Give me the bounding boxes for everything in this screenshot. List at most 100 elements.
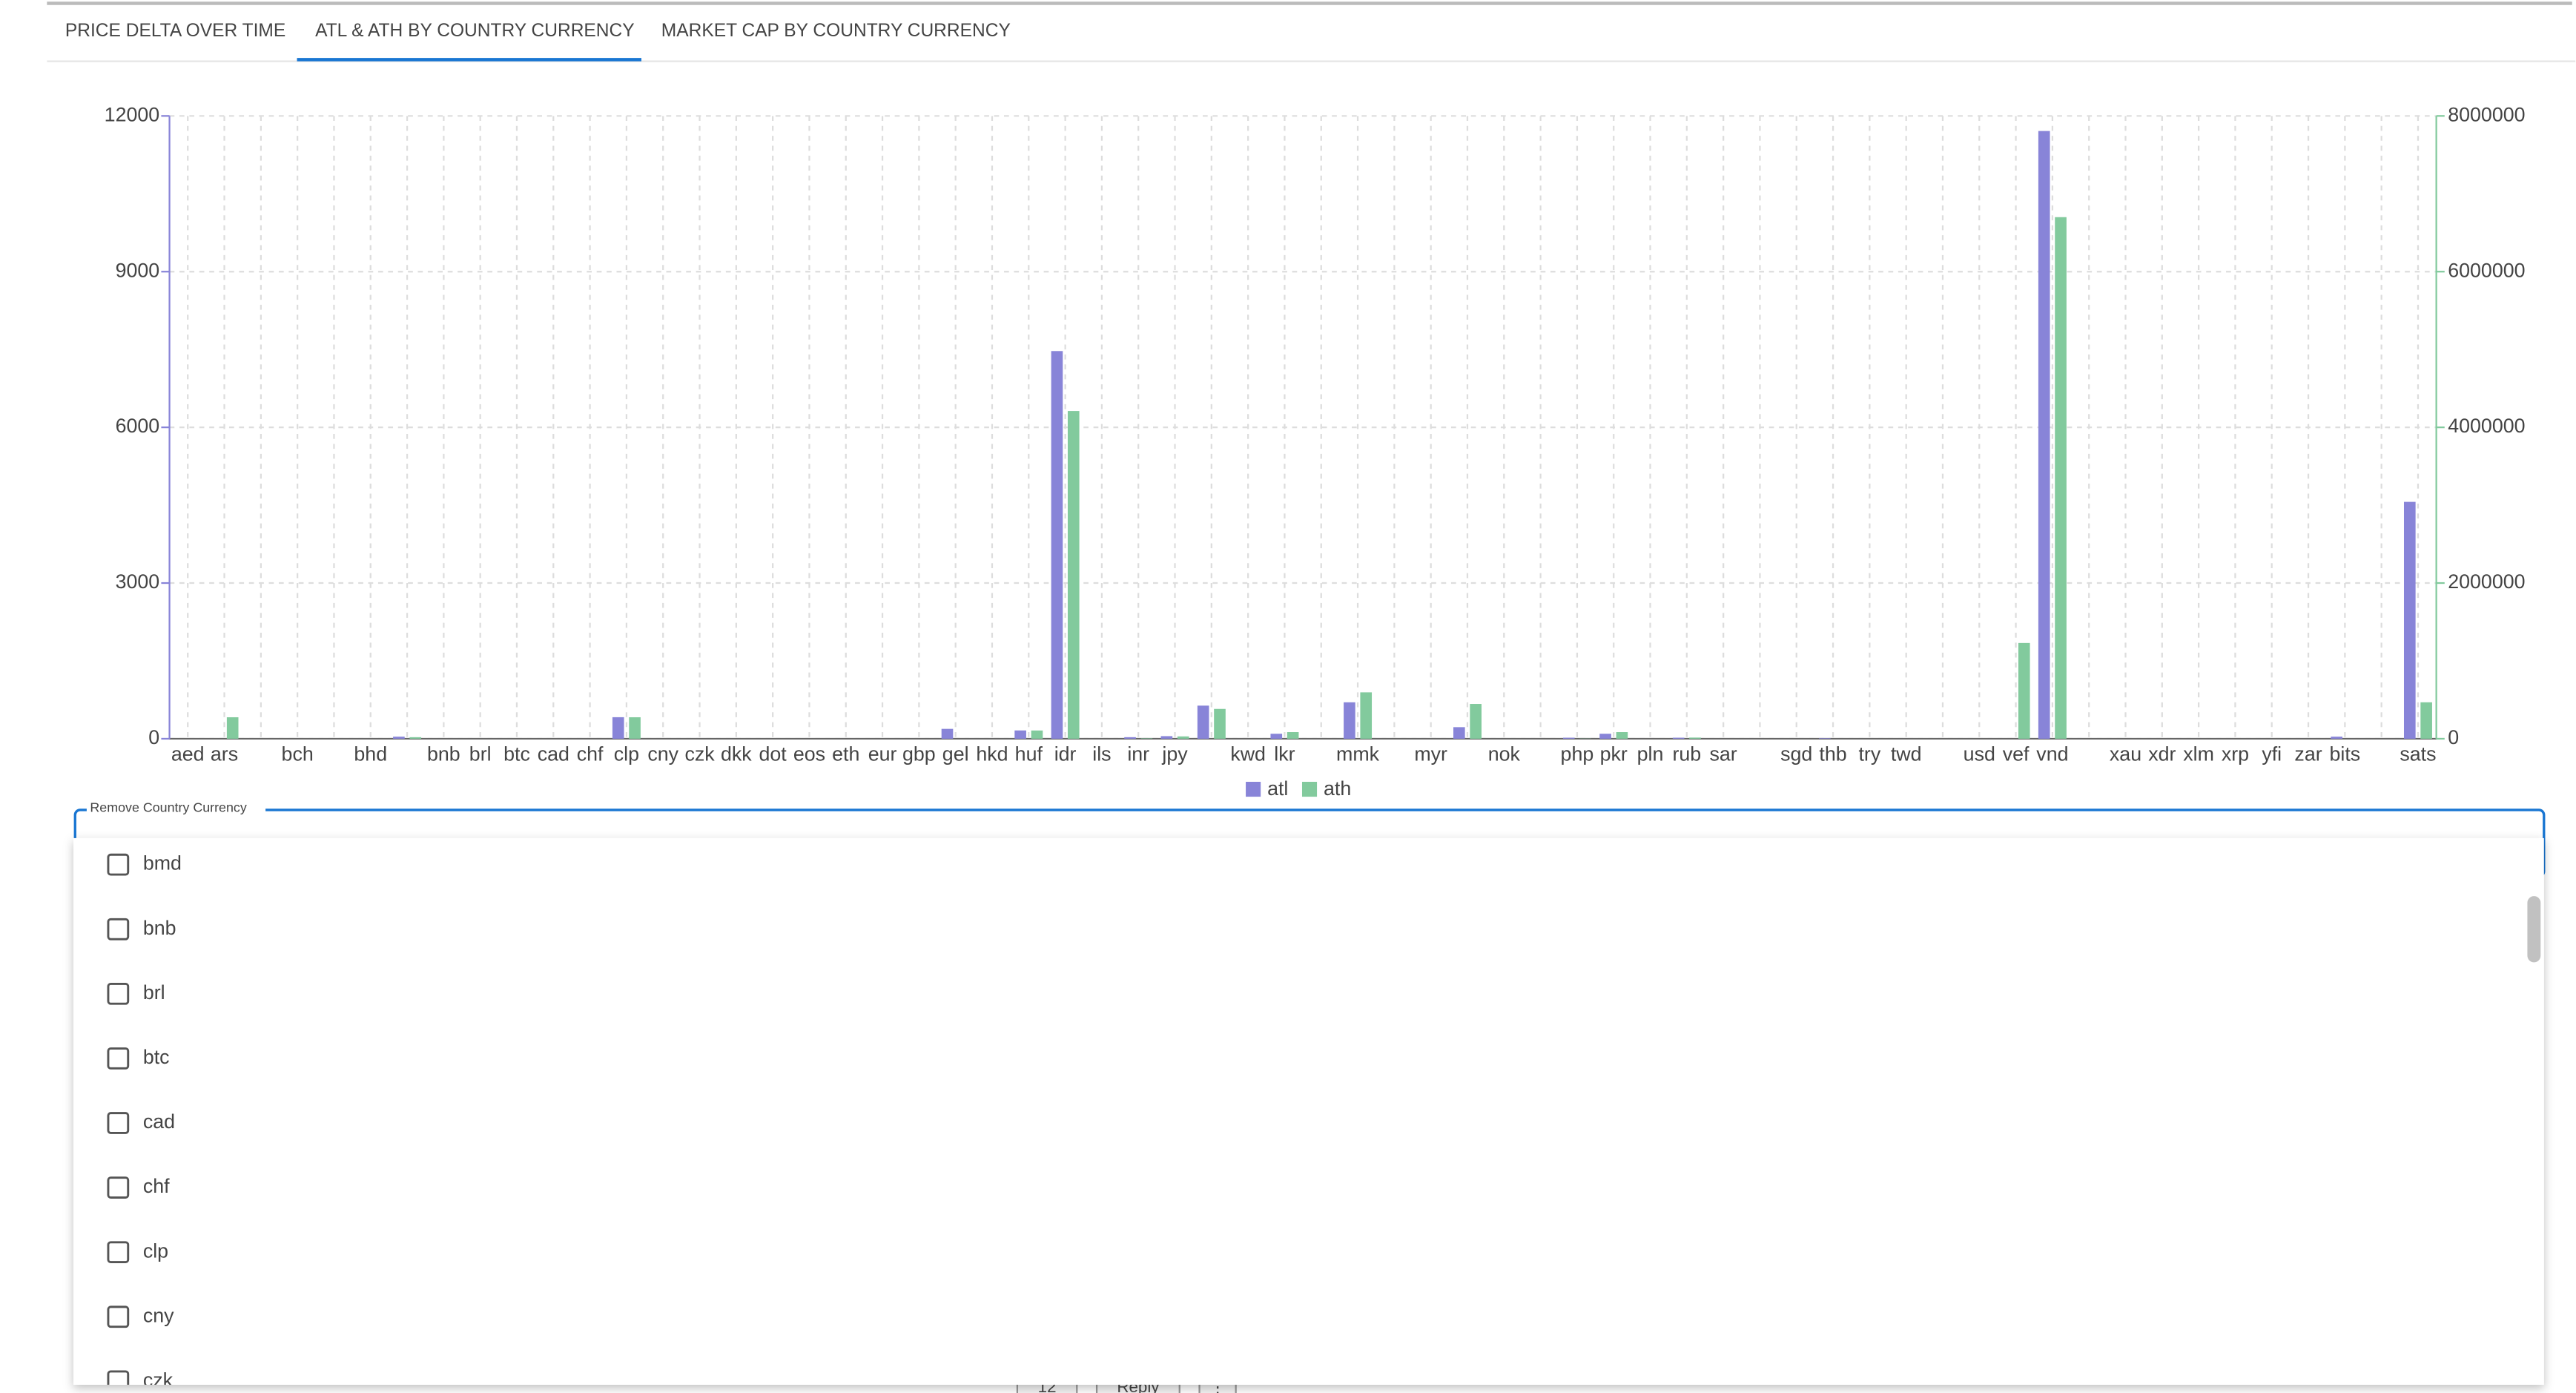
bar — [2420, 702, 2432, 739]
x-tick-label: rub — [1672, 742, 1701, 765]
option-label[interactable]: cad — [143, 1110, 175, 1133]
x-tick-label: sats — [2400, 742, 2436, 765]
bar — [2055, 217, 2067, 739]
bar — [1819, 738, 1831, 739]
option-label[interactable]: czk — [143, 1369, 174, 1391]
x-tick-label: bch — [282, 742, 314, 765]
x-tick-label: xrp — [2222, 742, 2249, 765]
x-tick-label: myr — [1414, 742, 1447, 765]
bar — [1124, 737, 1136, 739]
legend-swatch — [1246, 782, 1261, 797]
bar — [1689, 737, 1701, 739]
bar — [1672, 737, 1685, 739]
x-tick-label: bits — [2330, 742, 2361, 765]
scrollbar-thumb[interactable] — [2527, 896, 2541, 963]
checkbox[interactable] — [107, 918, 130, 941]
option-label[interactable]: bmd — [143, 852, 182, 875]
y-tick-label: 6000 — [116, 415, 160, 437]
bar — [1014, 730, 1026, 739]
x-tick-label: mmk — [1336, 742, 1380, 765]
x-tick-label: xlm — [2183, 742, 2214, 765]
y-tick-label: 12000 — [105, 103, 159, 125]
legend-label: atl — [1267, 777, 1288, 800]
x-tick-label: ils — [1092, 742, 1111, 765]
x-tick-label: gbp — [902, 742, 936, 765]
x-tick-label: huf — [1015, 742, 1043, 765]
bar — [1344, 702, 1355, 739]
x-tick-label: yfi — [2262, 742, 2282, 765]
y-tick-label: 3000 — [116, 570, 160, 593]
x-tick-label: xau — [2110, 742, 2141, 765]
bar — [1067, 411, 1080, 739]
label-gap — [86, 805, 266, 814]
option-label[interactable]: btc — [143, 1046, 170, 1068]
x-tick-label: bhd — [354, 742, 387, 765]
x-tick-label: ars — [211, 742, 238, 765]
bar — [612, 717, 624, 739]
bar — [1360, 692, 1373, 739]
checkbox[interactable] — [107, 1176, 130, 1199]
checkbox[interactable] — [107, 1047, 130, 1070]
x-tick-label: gel — [942, 742, 969, 765]
x-tick-label: try — [1858, 742, 1880, 765]
x-tick-label: idr — [1054, 742, 1077, 765]
legend-swatch — [1301, 782, 1318, 797]
checkbox[interactable] — [107, 1370, 130, 1392]
bar — [2038, 131, 2050, 739]
select-label: Remove Country Currency — [90, 800, 246, 814]
y2-tick-label: 8000000 — [2448, 103, 2525, 125]
x-tick-label: lkr — [1274, 742, 1295, 765]
bar — [226, 717, 239, 739]
x-tick-label: vef — [2003, 742, 2030, 765]
bar — [2403, 501, 2416, 739]
bar — [1197, 705, 1209, 739]
bar — [409, 737, 422, 739]
x-tick-label: dkk — [721, 742, 752, 765]
checkbox[interactable] — [107, 1305, 130, 1328]
option-label[interactable]: bnb — [143, 917, 176, 939]
bar — [1177, 736, 1189, 739]
popup — [73, 837, 2544, 1385]
y-tick-label: 0 — [148, 726, 159, 748]
checkbox[interactable] — [107, 853, 130, 876]
bar — [1160, 736, 1173, 739]
x-tick-label: zar — [2294, 742, 2322, 765]
option-label[interactable]: cny — [143, 1304, 174, 1326]
x-tick-label: hkd — [976, 742, 1008, 765]
bar — [1287, 732, 1299, 739]
checkbox[interactable] — [107, 982, 130, 1005]
bar — [1599, 734, 1611, 739]
bar — [1051, 351, 1063, 739]
bar — [1470, 704, 1482, 739]
bar — [1453, 727, 1465, 739]
x-tick-label: inr — [1127, 742, 1149, 765]
x-tick-label: nok — [1488, 742, 1521, 765]
option-label[interactable]: chf — [143, 1175, 170, 1197]
checkbox[interactable] — [107, 1112, 130, 1134]
x-tick-label: eth — [832, 742, 859, 765]
tab[interactable]: ATL & ATH BY COUNTRY CURRENCY — [315, 21, 635, 41]
x-tick-label: eos — [793, 742, 825, 765]
option-label[interactable]: clp — [143, 1239, 168, 1262]
option-label[interactable]: brl — [143, 981, 165, 1004]
x-tick-label: jpy — [1161, 742, 1188, 765]
y-tick-label: 9000 — [116, 259, 160, 281]
x-tick-label: cny — [647, 742, 678, 765]
y2-tick-label: 2000000 — [2448, 570, 2525, 593]
x-tick-label: czk — [684, 742, 715, 765]
x-tick-label: chf — [577, 742, 604, 765]
x-tick-label: pkr — [1600, 742, 1628, 765]
bar — [941, 728, 954, 739]
y2-tick-label: 4000000 — [2448, 415, 2525, 437]
bar — [1270, 734, 1283, 739]
x-tick-label: twd — [1891, 742, 1922, 765]
checkbox[interactable] — [107, 1241, 130, 1264]
x-tick-label: php — [1561, 742, 1594, 765]
tab[interactable]: MARKET CAP BY COUNTRY CURRENCY — [661, 21, 1011, 41]
x-tick-label: xdr — [2148, 742, 2176, 765]
tab[interactable]: PRICE DELTA OVER TIME — [65, 21, 285, 41]
x-tick-label: thb — [1819, 742, 1846, 765]
y2-tick-label: 0 — [2448, 726, 2459, 748]
x-tick-label: dot — [759, 742, 787, 765]
